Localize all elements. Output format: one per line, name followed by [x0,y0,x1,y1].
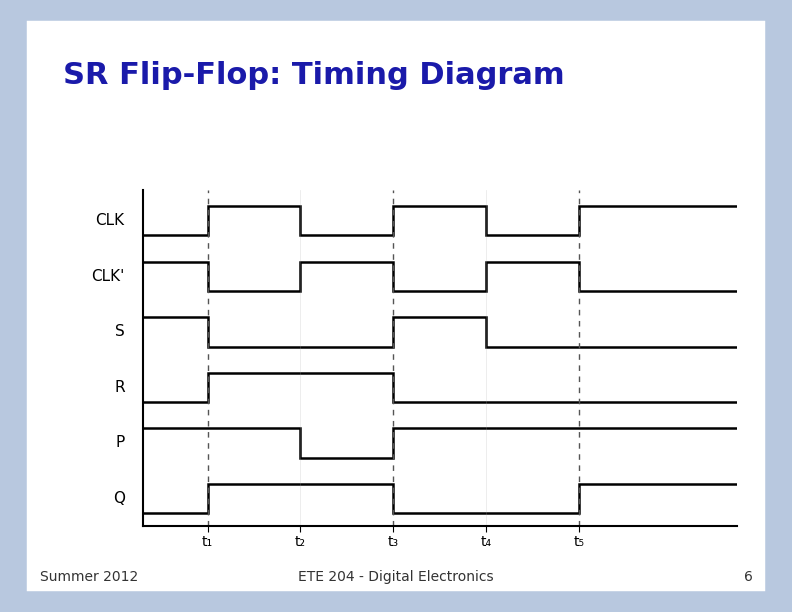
Text: CLK: CLK [96,213,125,228]
Text: Summer 2012: Summer 2012 [40,570,138,584]
Text: SR Flip-Flop: Timing Diagram: SR Flip-Flop: Timing Diagram [63,61,565,90]
Text: 6: 6 [744,570,752,584]
Text: R: R [114,380,125,395]
Text: CLK': CLK' [91,269,125,284]
Text: S: S [115,324,125,340]
Text: ETE 204 - Digital Electronics: ETE 204 - Digital Electronics [298,570,494,584]
Text: Q: Q [112,491,125,506]
Text: P: P [116,436,125,450]
